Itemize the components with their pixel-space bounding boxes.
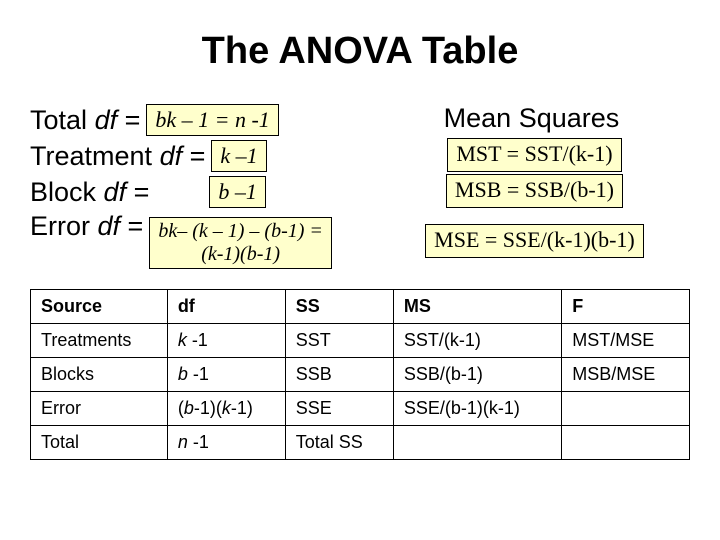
mean-squares-title: Mean Squares [373, 103, 690, 134]
msb-box: MSB = SSB/(b-1) [446, 174, 623, 208]
error-df-label: Error df = [30, 211, 143, 242]
mean-squares: Mean Squares MST = SST/(k-1) MSB = SSB/(… [373, 103, 690, 271]
error-df-box: bk– (k – 1) – (b-1) = (k-1)(b-1) [149, 217, 332, 269]
df-formulas: Total df = bk – 1 = n -1 Treatment df = … [30, 103, 363, 271]
block-df-box: b –1 [209, 176, 266, 207]
total-df-line: Total df = bk – 1 = n -1 [30, 103, 363, 137]
table-cell [393, 426, 561, 460]
table-cell: Error [31, 392, 168, 426]
treatment-df-box: k –1 [211, 140, 266, 171]
table-cell: (b-1)(k-1) [167, 392, 285, 426]
formula-area: Total df = bk – 1 = n -1 Treatment df = … [30, 103, 690, 271]
table-row: Error(b-1)(k-1)SSESSE/(b-1)(k-1) [31, 392, 690, 426]
table-cell: Total [31, 426, 168, 460]
anova-table: Source df SS MS F Treatmentsk -1SSTSST/(… [30, 289, 690, 460]
mst-line: MST = SST/(k-1) [373, 138, 690, 172]
table-cell: Blocks [31, 358, 168, 392]
table-cell: MSB/MSE [562, 358, 690, 392]
treatment-df-label: Treatment df = [30, 141, 205, 172]
th-ms: MS [393, 290, 561, 324]
table-cell: b -1 [167, 358, 285, 392]
mst-box: MST = SST/(k-1) [447, 138, 621, 172]
table-cell: SSB/(b-1) [393, 358, 561, 392]
table-row: Treatmentsk -1SSTSST/(k-1)MST/MSE [31, 324, 690, 358]
table-row: Blocksb -1SSBSSB/(b-1)MSB/MSE [31, 358, 690, 392]
table-cell: n -1 [167, 426, 285, 460]
block-df-label: Block df = [30, 177, 149, 208]
table-cell: MST/MSE [562, 324, 690, 358]
mse-box: MSE = SSE/(k-1)(b-1) [425, 224, 644, 258]
table-cell: k -1 [167, 324, 285, 358]
th-source: Source [31, 290, 168, 324]
total-df-box: bk – 1 = n -1 [146, 104, 278, 135]
table-cell: Total SS [285, 426, 393, 460]
msb-line: MSB = SSB/(b-1) [373, 174, 690, 208]
table-cell: SST/(k-1) [393, 324, 561, 358]
table-cell [562, 392, 690, 426]
table-cell: SST [285, 324, 393, 358]
page-title: The ANOVA Table [30, 30, 690, 73]
table-cell: Treatments [31, 324, 168, 358]
table-cell [562, 426, 690, 460]
treatment-df-line: Treatment df = k –1 [30, 139, 363, 173]
table-cell: SSE [285, 392, 393, 426]
th-ss: SS [285, 290, 393, 324]
table-cell: SSE/(b-1)(k-1) [393, 392, 561, 426]
table-header-row: Source df SS MS F [31, 290, 690, 324]
table-cell: SSB [285, 358, 393, 392]
error-df-line: Error df = bk– (k – 1) – (b-1) = (k-1)(b… [30, 211, 363, 269]
total-df-label: Total df = [30, 105, 140, 136]
mse-line: MSE = SSE/(k-1)(b-1) [373, 224, 690, 258]
table-row: Totaln -1Total SS [31, 426, 690, 460]
table-body: Treatmentsk -1SSTSST/(k-1)MST/MSEBlocksb… [31, 324, 690, 460]
block-df-line: Block df = b –1 [30, 175, 363, 209]
th-df: df [167, 290, 285, 324]
th-f: F [562, 290, 690, 324]
